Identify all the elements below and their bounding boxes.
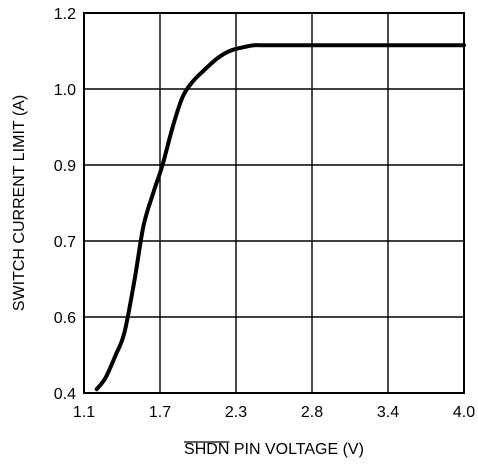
y-tick-labels: 0.4 0.6 0.7 0.9 1.0 1.2 xyxy=(54,6,76,403)
plot-frame xyxy=(83,12,465,394)
x-tick-label: 2.3 xyxy=(225,404,247,421)
y-tick-label: 0.9 xyxy=(54,158,76,175)
grid xyxy=(84,13,464,393)
y-tick-label: 0.6 xyxy=(54,310,76,327)
x-axis-label-rest: PIN VOLTAGE (V) xyxy=(229,441,364,458)
y-tick-label: 0.4 xyxy=(54,386,76,403)
x-tick-label: 1.1 xyxy=(73,404,95,421)
svg-text:SHDN PIN VOLTAGE (V): SHDN PIN VOLTAGE (V) xyxy=(184,441,364,458)
x-tick-labels: 1.1 1.7 2.3 2.8 3.4 4.0 xyxy=(73,404,475,421)
y-tick-label: 0.7 xyxy=(54,234,76,251)
x-tick-label: 2.8 xyxy=(301,404,323,421)
y-tick-label: 1.0 xyxy=(54,82,76,99)
x-axis-label: SHDN PIN VOLTAGE (V) xyxy=(184,441,364,458)
x-axis-label-overbar: SHDN xyxy=(184,441,229,458)
y-axis-label: SWITCH CURRENT LIMIT (A) xyxy=(11,95,28,311)
x-tick-label: 4.0 xyxy=(453,404,475,421)
y-tick-label: 1.2 xyxy=(54,6,76,23)
x-tick-label: 3.4 xyxy=(377,404,399,421)
series-line xyxy=(94,43,466,392)
x-tick-label: 1.7 xyxy=(149,404,171,421)
